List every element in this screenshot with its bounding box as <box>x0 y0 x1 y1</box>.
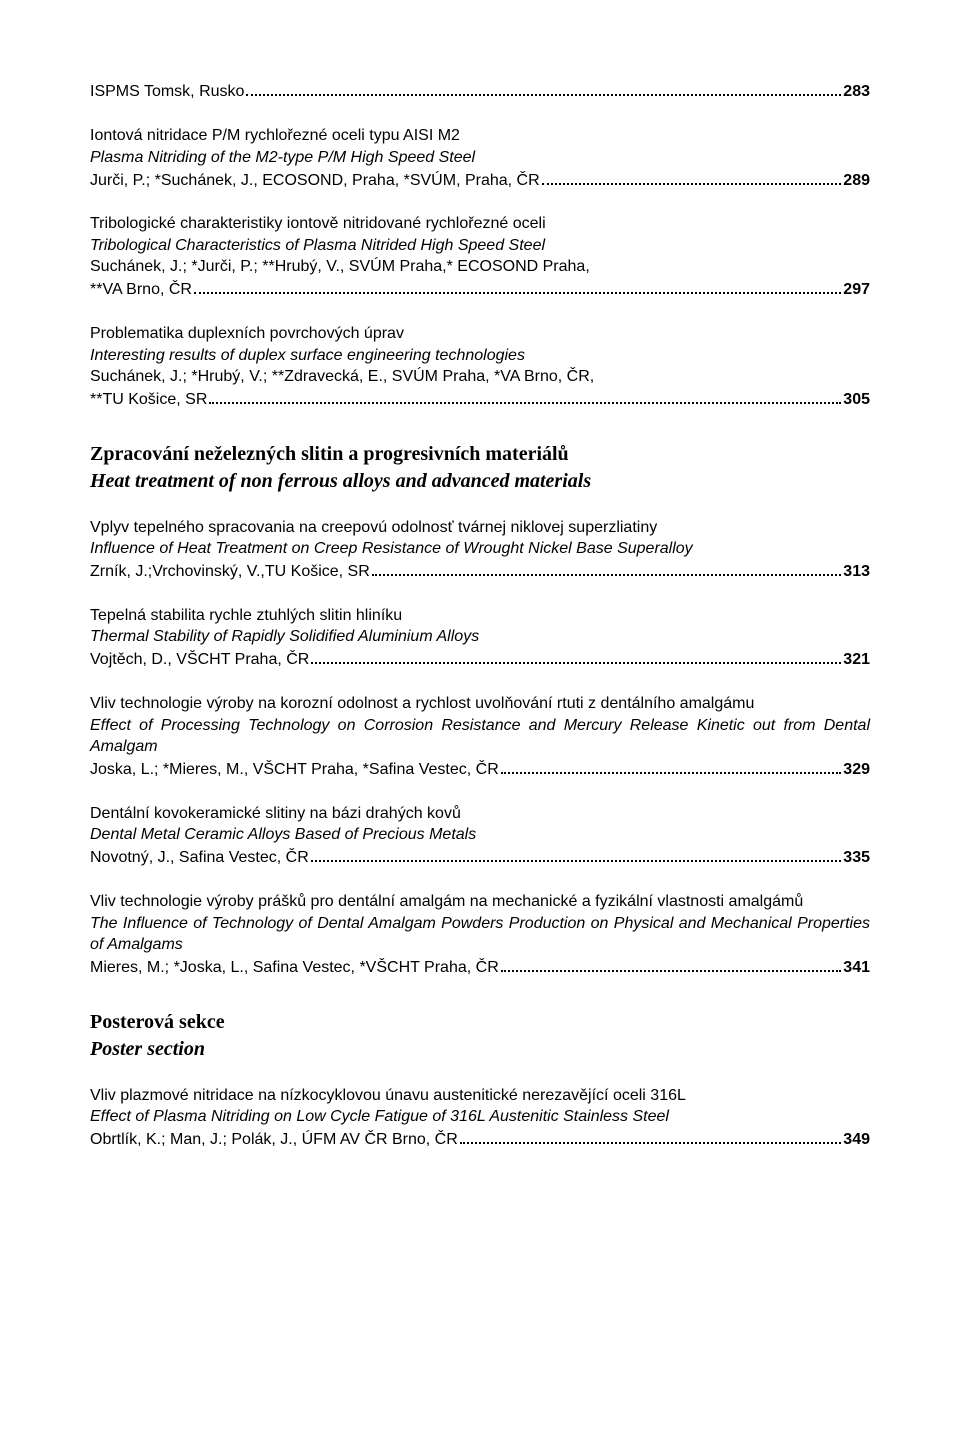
dot-leader <box>311 648 841 664</box>
toc-entry: Vplyv tepelného spracovania na creepovú … <box>90 517 870 583</box>
toc-title: Dentální kovokeramické slitiny na bázi d… <box>90 803 870 825</box>
toc-entry: Vliv plazmové nitridace na nízkocyklovou… <box>90 1085 870 1151</box>
toc-line-with-page: Vojtěch, D., VŠCHT Praha, ČR 321 <box>90 648 870 671</box>
toc-line-with-page: Obrtlík, K.; Man, J.; Polák, J., ÚFM AV … <box>90 1128 870 1151</box>
toc-authors-line: Obrtlík, K.; Man, J.; Polák, J., ÚFM AV … <box>90 1129 458 1151</box>
dot-leader <box>372 560 842 576</box>
toc-authors-line: Joska, L.; *Mieres, M., VŠCHT Praha, *Sa… <box>90 759 499 781</box>
page-number: 349 <box>843 1129 870 1151</box>
toc-entry: Tribologické charakteristiky iontově nit… <box>90 213 870 301</box>
toc-title-en: Effect of Plasma Nitriding on Low Cycle … <box>90 1106 870 1128</box>
toc-title-en: Influence of Heat Treatment on Creep Res… <box>90 538 870 560</box>
page-number: 329 <box>843 759 870 781</box>
toc-title-en: Plasma Nitriding of the M2-type P/M High… <box>90 147 870 169</box>
toc-line-with-page: Zrník, J.;Vrchovinský, V.,TU Košice, SR 3… <box>90 560 870 583</box>
toc-entry: ISPMS Tomsk, Rusko 283 <box>90 80 870 103</box>
toc-entry: Vliv technologie výroby na korozní odoln… <box>90 693 870 781</box>
toc-authors-line: Jurči, P.; *Suchánek, J., ECOSOND, Praha… <box>90 170 540 192</box>
toc-line-with-page: **VA Brno, ČR 297 <box>90 278 870 301</box>
page-number: 289 <box>843 170 870 192</box>
dot-leader <box>501 758 842 774</box>
toc-line-with-page: **TU Košice, SR 305 <box>90 388 870 411</box>
toc-line-with-page: Jurči, P.; *Suchánek, J., ECOSOND, Praha… <box>90 168 870 191</box>
dot-leader <box>209 388 841 404</box>
section-subheading: Poster section <box>90 1036 870 1063</box>
toc-entry: Dentální kovokeramické slitiny na bázi d… <box>90 803 870 869</box>
toc-entry: Tepelná stabilita rychle ztuhlých slitin… <box>90 605 870 671</box>
toc-entry: Vliv technologie výroby prášků pro dentá… <box>90 891 870 979</box>
page-number: 335 <box>843 847 870 869</box>
toc-authors-line: **VA Brno, ČR <box>90 279 192 301</box>
toc-authors-line: Novotný, J., Safina Vestec, ČR <box>90 847 309 869</box>
toc-title-en: Effect of Processing Technology on Corro… <box>90 715 870 758</box>
dot-leader <box>311 846 842 862</box>
toc-title: Suchánek, J.; *Jurči, P.; **Hrubý, V., S… <box>90 256 870 278</box>
toc-line-with-page: Novotný, J., Safina Vestec, ČR 335 <box>90 846 870 869</box>
dot-leader <box>194 278 841 294</box>
toc-title-en: Tribological Characteristics of Plasma N… <box>90 235 870 257</box>
dot-leader <box>460 1128 842 1144</box>
section-heading: Posterová sekce <box>90 1009 870 1036</box>
dot-leader <box>501 956 842 972</box>
toc-title-en: Interesting results of duplex surface en… <box>90 345 870 367</box>
toc-title: Vliv technologie výroby na korozní odoln… <box>90 693 870 715</box>
toc-title: Tribologické charakteristiky iontově nit… <box>90 213 870 235</box>
section-heading: Zpracování neželezných slitin a progresi… <box>90 441 870 468</box>
toc-title: Iontová nitridace P/M rychlořezné oceli … <box>90 125 870 147</box>
toc-entry: Iontová nitridace P/M rychlořezné oceli … <box>90 125 870 191</box>
page-number: 297 <box>843 279 870 301</box>
page-number: 283 <box>843 81 870 103</box>
dot-leader <box>542 168 842 184</box>
page-number: 341 <box>843 957 870 979</box>
toc-title-en: Dental Metal Ceramic Alloys Based of Pre… <box>90 824 870 846</box>
toc-line-with-page: Mieres, M.; *Joska, L., Safina Vestec, *… <box>90 956 870 979</box>
toc-title: Tepelná stabilita rychle ztuhlých slitin… <box>90 605 870 627</box>
toc-authors-line: Vojtěch, D., VŠCHT Praha, ČR <box>90 649 309 671</box>
toc-title-en: Thermal Stability of Rapidly Solidified … <box>90 626 870 648</box>
toc-authors-line: **TU Košice, SR <box>90 389 207 411</box>
toc-title: Vliv plazmové nitridace na nízkocyklovou… <box>90 1085 870 1107</box>
page-number: 313 <box>843 561 870 583</box>
toc-title: Suchánek, J.; *Hrubý, V.; **Zdravecká, E… <box>90 366 870 388</box>
page-number: 321 <box>843 649 870 671</box>
toc-authors-line: Mieres, M.; *Joska, L., Safina Vestec, *… <box>90 957 499 979</box>
section-subheading: Heat treatment of non ferrous alloys and… <box>90 468 870 495</box>
document-page: ISPMS Tomsk, Rusko 283 Iontová nitridace P… <box>90 80 870 1151</box>
dot-leader <box>246 80 841 96</box>
toc-line-with-page: ISPMS Tomsk, Rusko 283 <box>90 80 870 103</box>
toc-title: Vliv technologie výroby prášků pro dentá… <box>90 891 870 913</box>
toc-authors-line: Zrník, J.;Vrchovinský, V.,TU Košice, SR <box>90 561 370 583</box>
toc-line-with-page: Joska, L.; *Mieres, M., VŠCHT Praha, *Sa… <box>90 758 870 781</box>
toc-title: Vplyv tepelného spracovania na creepovú … <box>90 517 870 539</box>
page-number: 305 <box>843 389 870 411</box>
toc-title: Problematika duplexních povrchových úpra… <box>90 323 870 345</box>
toc-authors-line: ISPMS Tomsk, Rusko <box>90 81 244 103</box>
toc-title-en: The Influence of Technology of Dental Am… <box>90 913 870 956</box>
toc-entry: Problematika duplexních povrchových úpra… <box>90 323 870 411</box>
